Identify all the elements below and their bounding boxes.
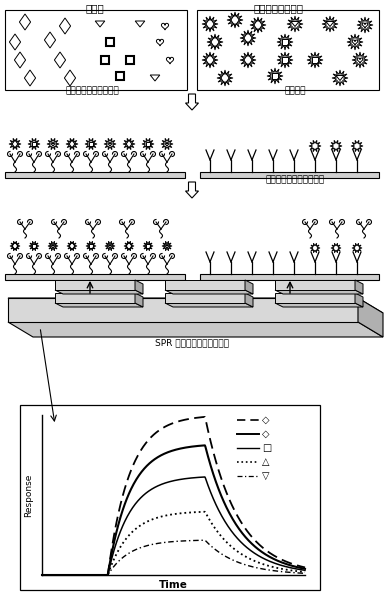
- Polygon shape: [8, 298, 358, 322]
- Bar: [165, 280, 245, 290]
- Polygon shape: [358, 298, 383, 337]
- Bar: [106, 38, 114, 46]
- Polygon shape: [8, 298, 383, 313]
- Text: Time: Time: [159, 580, 188, 590]
- Bar: [275, 293, 355, 303]
- Polygon shape: [165, 303, 253, 307]
- Text: 凝血酶适配体特异性识别: 凝血酶适配体特异性识别: [265, 175, 324, 185]
- Text: 待测物: 待测物: [86, 3, 104, 13]
- Bar: [312, 57, 318, 63]
- Bar: [89, 142, 93, 146]
- Bar: [101, 56, 109, 64]
- Bar: [165, 293, 245, 303]
- Bar: [282, 39, 288, 45]
- Bar: [89, 244, 93, 248]
- Bar: [55, 293, 135, 303]
- Polygon shape: [275, 303, 363, 307]
- Text: ▽: ▽: [262, 471, 270, 481]
- FancyBboxPatch shape: [5, 172, 185, 178]
- Polygon shape: [55, 303, 143, 307]
- Bar: [55, 280, 135, 290]
- Text: □: □: [262, 443, 271, 453]
- Bar: [272, 73, 278, 79]
- Bar: [116, 72, 124, 80]
- Text: 凝血酶标记待测物: 凝血酶标记待测物: [253, 3, 303, 13]
- FancyBboxPatch shape: [5, 10, 187, 90]
- FancyArrow shape: [185, 94, 199, 110]
- Polygon shape: [135, 293, 143, 307]
- Polygon shape: [245, 293, 253, 307]
- Text: SPR 芯片阵列或多探头阵列: SPR 芯片阵列或多探头阵列: [155, 338, 229, 347]
- Bar: [146, 142, 150, 146]
- Text: △: △: [262, 457, 270, 467]
- FancyBboxPatch shape: [5, 274, 185, 280]
- Bar: [146, 244, 150, 248]
- Text: 相应适配体特异性识别: 相应适配体特异性识别: [65, 86, 119, 95]
- Text: 竞争识别: 竞争识别: [284, 86, 306, 95]
- Polygon shape: [355, 280, 363, 294]
- Text: ◇: ◇: [262, 415, 270, 425]
- Bar: [275, 280, 355, 290]
- FancyBboxPatch shape: [200, 172, 379, 178]
- Text: ◇: ◇: [262, 429, 270, 439]
- Polygon shape: [135, 280, 143, 294]
- Polygon shape: [245, 280, 253, 294]
- Polygon shape: [8, 322, 383, 337]
- Bar: [32, 142, 36, 146]
- Bar: [126, 56, 134, 64]
- Bar: [282, 57, 288, 63]
- FancyBboxPatch shape: [200, 274, 379, 280]
- Polygon shape: [55, 290, 143, 294]
- Polygon shape: [165, 290, 253, 294]
- Polygon shape: [275, 290, 363, 294]
- FancyBboxPatch shape: [20, 405, 320, 590]
- FancyBboxPatch shape: [197, 10, 379, 90]
- Polygon shape: [355, 293, 363, 307]
- FancyArrow shape: [185, 182, 199, 198]
- Text: Response: Response: [25, 473, 33, 517]
- Bar: [32, 244, 36, 248]
